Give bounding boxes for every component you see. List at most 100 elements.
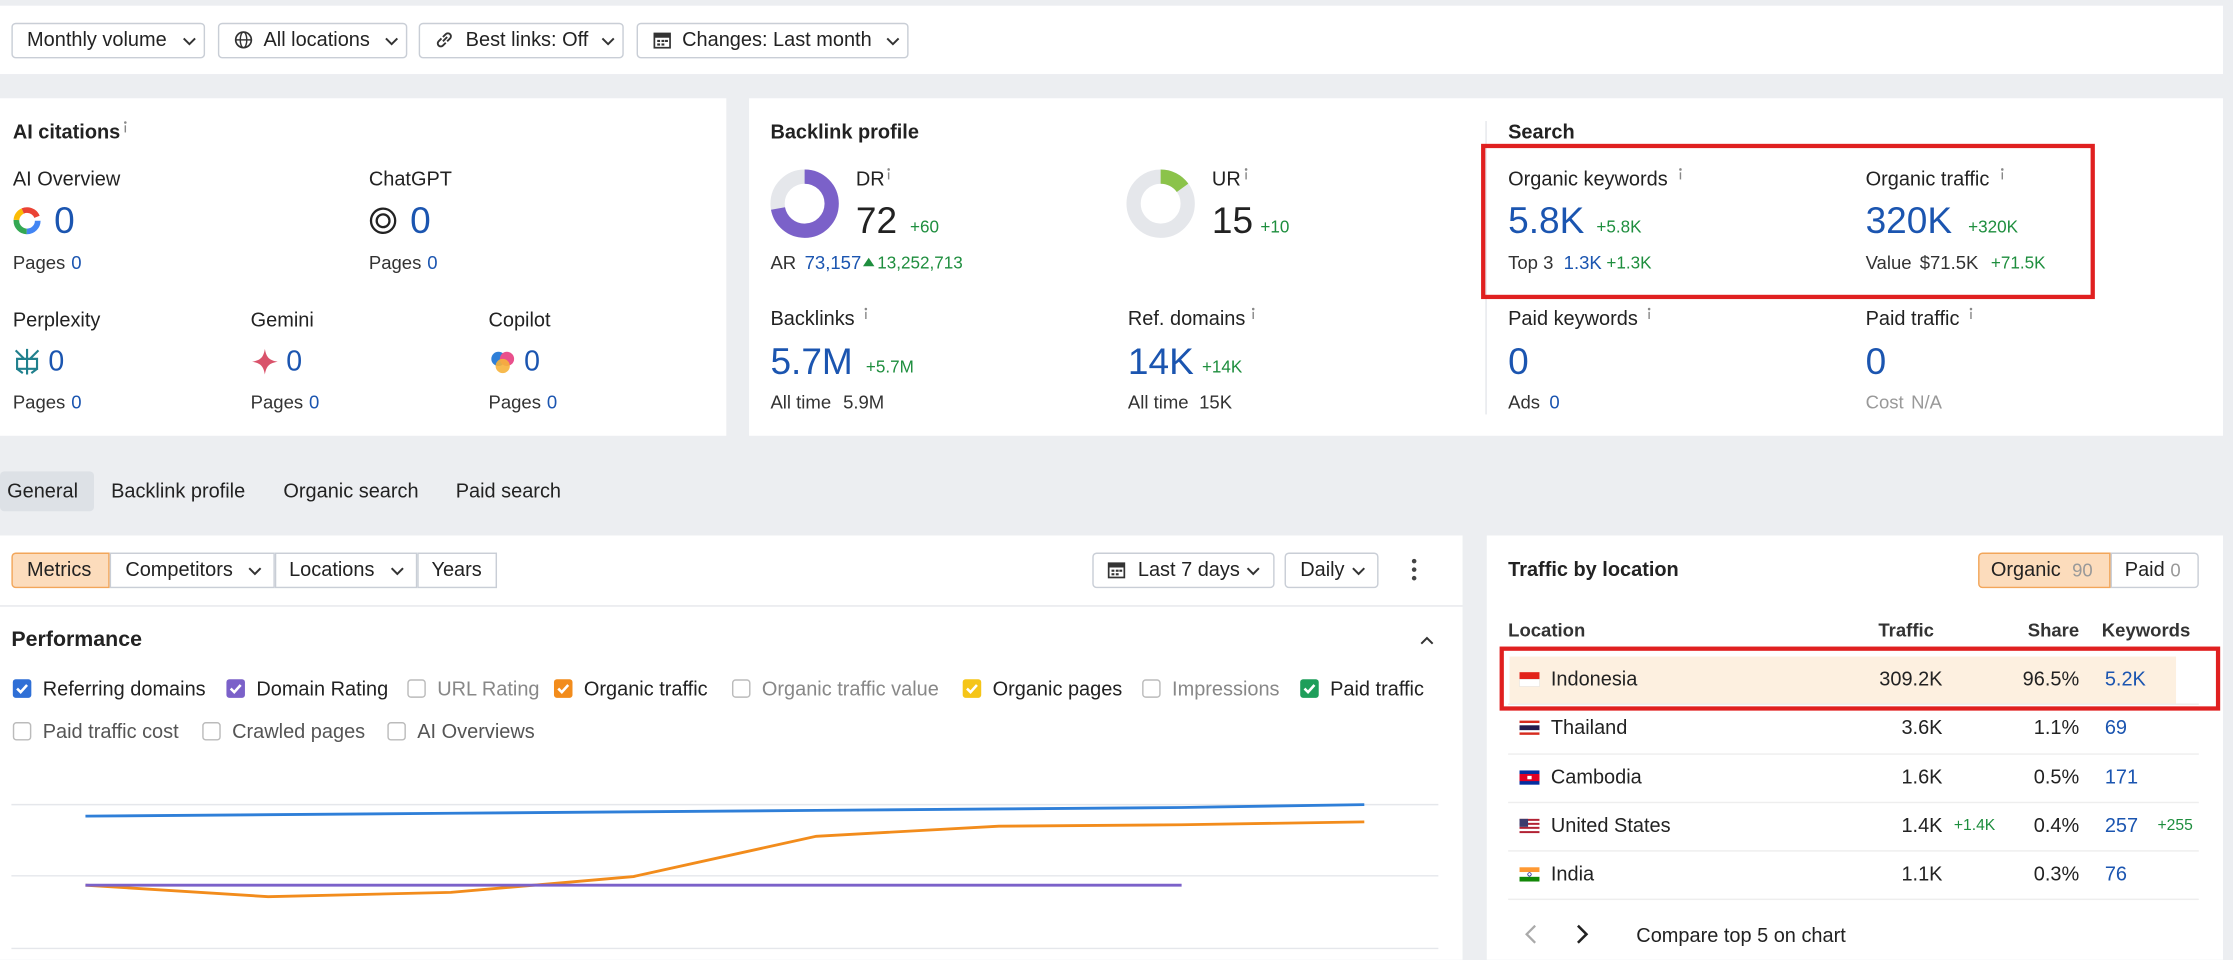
checkbox[interactable] (202, 722, 221, 741)
checkbox[interactable] (1300, 679, 1319, 698)
row-divider (1508, 898, 2199, 901)
control-label[interactable]: Competitors (125, 557, 233, 581)
checkbox[interactable] (12, 722, 32, 741)
source-name: Gemini (250, 308, 314, 331)
source-icon (491, 351, 515, 374)
traffic-value: 309.2K (1879, 666, 1943, 690)
chevron-icon (886, 37, 900, 46)
metric-sub-label: All time (1127, 391, 1189, 413)
checkbox[interactable] (962, 679, 982, 698)
metric-label: Organic keywords (1508, 167, 1668, 190)
row-divider (1508, 801, 2199, 804)
share-value: 1.1% (2033, 715, 2080, 739)
checkbox[interactable] (12, 679, 32, 698)
column-header: Traffic (1878, 619, 1934, 641)
tab[interactable]: General (7, 478, 79, 502)
chevron-icon (1352, 567, 1366, 576)
globe-icon (234, 31, 253, 49)
filter-button[interactable] (636, 22, 909, 59)
date-button[interactable] (1092, 552, 1275, 589)
metric-label: Paid keywords (1508, 306, 1638, 330)
country-name: Indonesia (1550, 666, 1638, 690)
filter-label[interactable]: Changes: Last month (682, 27, 872, 51)
checkbox[interactable] (407, 679, 426, 698)
keywords-value[interactable]: 76 (2104, 862, 2128, 886)
control-button[interactable] (11, 552, 110, 589)
card-title: Search (1508, 120, 1575, 143)
pages-label: Pages (488, 391, 541, 413)
chevron-icon (385, 37, 399, 46)
link-icon (436, 32, 452, 48)
pages-count: 0 (309, 391, 320, 413)
country-name: Cambodia (1550, 764, 1642, 788)
control-label[interactable]: Locations (289, 557, 375, 581)
metric-toggle[interactable]: Crawled pages (232, 719, 366, 743)
metric-toggle[interactable]: Organic traffic (583, 676, 708, 700)
metric-toggle[interactable]: Paid traffic cost (42, 719, 179, 743)
source-name: ChatGPT (368, 167, 452, 190)
metric-toggle[interactable]: URL Rating (437, 676, 540, 700)
metric-label: Backlinks (770, 306, 855, 330)
metric-toggle[interactable]: Domain Rating (256, 676, 389, 700)
tab[interactable]: Organic search (283, 478, 419, 502)
toggle-button[interactable] (2110, 552, 2199, 589)
metric-toggle[interactable]: AI Overviews (417, 719, 535, 743)
chevron-icon (390, 567, 404, 576)
toggle-label[interactable]: Paid (2124, 557, 2165, 581)
keywords-value[interactable]: 171 (2104, 764, 2139, 788)
card-title: Traffic by location (1508, 557, 1679, 581)
date-range[interactable]: Last 7 days (1137, 557, 1240, 581)
metric-sub-value: N/A (1911, 391, 1943, 413)
checkbox[interactable] (226, 679, 245, 698)
card-title: Backlink profile (770, 120, 919, 143)
compare-link[interactable]: Compare top 5 on chart (1636, 923, 1846, 947)
metric-value: 5.8K (1508, 198, 1585, 242)
control-button[interactable] (417, 552, 498, 589)
checkbox[interactable] (731, 679, 751, 698)
tab[interactable]: Paid search (455, 478, 562, 502)
filter-button[interactable] (217, 22, 408, 59)
control-label[interactable]: Years (431, 557, 482, 581)
highlight-box (1481, 143, 2095, 300)
toggle-button[interactable] (1978, 552, 2111, 589)
metric-change: +5.8K (1596, 217, 1642, 237)
keywords-value[interactable]: 257 (2104, 813, 2139, 837)
country-name: United States (1550, 813, 1671, 837)
up-arrow (863, 257, 875, 267)
control-label[interactable]: Metrics (27, 557, 92, 581)
metric-toggle[interactable]: Paid traffic (1330, 676, 1424, 700)
toggle-count[interactable]: 0 (2170, 559, 2181, 581)
metric-sub-value: 0 (1549, 391, 1560, 413)
metric-change: 13,252,713 (877, 252, 963, 273)
checkbox[interactable] (387, 722, 406, 741)
filter-button[interactable] (418, 22, 624, 59)
checkbox[interactable] (553, 679, 573, 698)
pages-count: 0 (546, 391, 558, 413)
metric-label: Paid traffic (1865, 306, 1960, 330)
toggle-label[interactable]: Organic (1990, 557, 2061, 581)
keywords-value[interactable]: 69 (2104, 715, 2128, 739)
metric-toggle[interactable]: Organic pages (992, 676, 1123, 700)
metric-toggle[interactable]: Organic traffic value (761, 676, 939, 700)
tab-active-bg[interactable] (0, 471, 94, 512)
filter-label[interactable]: All locations (263, 27, 370, 51)
column-header: Share (2027, 619, 2080, 641)
interval[interactable]: Daily (1300, 557, 1345, 581)
filter-label[interactable]: Monthly volume (27, 27, 167, 51)
metric-toggle[interactable]: Referring domains (42, 676, 206, 700)
control-button[interactable] (109, 552, 275, 589)
filter-label[interactable]: Best links: Off (465, 27, 589, 51)
keywords-value[interactable]: 5.2K (2104, 666, 2146, 690)
source-icon (252, 348, 278, 375)
metric-change: +320K (1968, 217, 2019, 237)
series-line (85, 820, 1365, 899)
filter-button[interactable] (11, 22, 206, 59)
metric-value: 15 (1211, 198, 1254, 242)
metric-toggle[interactable]: Impressions (1172, 676, 1280, 700)
tab[interactable]: Backlink profile (111, 478, 246, 502)
toggle-count[interactable]: 90 (2072, 559, 2093, 581)
checkbox[interactable] (1142, 679, 1161, 698)
column-header: Location (1508, 619, 1586, 641)
info-icon (1647, 307, 1651, 320)
source-icon (369, 207, 397, 234)
